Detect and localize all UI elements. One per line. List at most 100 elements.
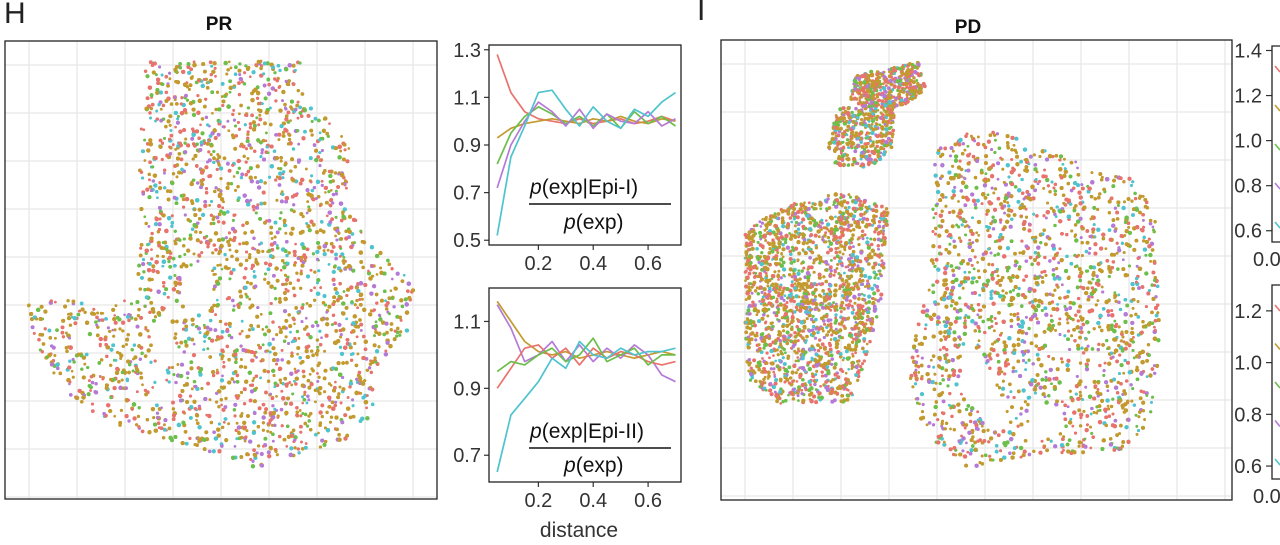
scatter-point [208,398,212,401]
scatter-point [47,352,52,358]
scatter-point [329,188,333,192]
scatter-point [362,307,367,312]
scatter-point [307,414,311,418]
scatter-point [197,425,202,430]
scatter-point [264,139,268,143]
scatter-point [173,241,178,246]
scatter-point [192,379,197,384]
scatter-point [181,197,186,202]
scatter-point [94,390,99,395]
scatter-point [203,69,207,74]
scatter-point [175,341,179,345]
scatter-point [154,73,158,77]
scatter-point [400,304,405,309]
scatter-point [118,351,122,355]
scatter-point [178,62,182,66]
scatter-point [244,220,250,226]
scatter-point [222,156,227,161]
scatter-point [200,131,205,136]
scatter-point [344,360,349,365]
scatter-point [341,157,346,162]
scatter-point [351,217,357,222]
scatter-point [331,277,336,282]
scatter-point [355,380,359,384]
scatter-point [323,349,327,353]
scatter-point [284,335,288,339]
scatter-point [308,303,312,308]
scatter-point [55,328,59,332]
scatter-point [170,438,174,443]
scatter-point [201,62,206,67]
scatter-point [320,336,323,340]
scatter-point [150,231,154,236]
scatter-point [227,168,232,173]
scatter-point [145,96,150,101]
scatter-point [189,76,194,80]
scatter-point [68,380,72,384]
scatter-point [246,157,250,160]
scatter-point [96,311,100,315]
scatter-point [235,379,240,384]
scatter-point [331,269,336,275]
scatter-point [233,235,237,240]
scatter-point [234,134,238,138]
scatter-point [278,171,283,176]
scatter-point [179,398,184,403]
scatter-point [172,373,176,377]
scatter-point [289,99,294,104]
scatter-point [92,307,96,311]
scatter-point [168,114,173,119]
scatter-point [243,231,247,235]
scatter-point [270,396,275,400]
scatter-point [244,241,249,246]
scatter-point [221,206,225,210]
scatter-point [370,402,375,407]
scatter-point [340,420,345,425]
scatter-point [295,103,300,108]
scatter-point [258,117,263,122]
scatter-point [233,445,237,448]
scatter-point [262,83,267,88]
scatter-point [332,282,336,287]
scatter-point [377,345,381,349]
scatter-point [48,336,53,340]
scatter-point [198,372,203,377]
scatter-point [263,332,267,337]
scatter-point [197,253,201,257]
scatter-point [218,192,223,197]
scatter-point [332,340,338,345]
scatter-point [304,316,308,320]
scatter-point [146,287,150,292]
scatter-point [287,137,292,142]
scatter-point [247,370,252,375]
scatter-point [215,298,219,302]
scatter-point [217,188,221,192]
scatter-point [318,138,322,142]
scatter-point [278,166,283,171]
scatter-point [258,108,263,113]
scatter-point [366,394,369,397]
scatter-point [141,383,144,387]
scatter-point [105,345,110,350]
scatter-point [162,306,166,310]
scatter-point [207,413,212,419]
scatter-point [112,386,117,391]
scatter-point [198,147,203,152]
scatter-point [258,345,263,350]
scatter-point [341,214,346,220]
scatter-point [275,332,279,337]
scatter-point [232,109,236,112]
scatter-point [279,327,283,331]
scatter-point [261,343,265,347]
scatter-point [39,304,44,309]
scatter-point [192,223,197,228]
scatter-point [232,85,236,89]
scatter-point [225,185,230,190]
scatter-point [244,113,247,117]
scatter-point [173,67,178,72]
scatter-point [198,331,202,334]
scatter-point [180,362,184,367]
scatter-point [245,452,250,457]
scatter-point [212,243,217,247]
scatter-point [300,446,305,451]
